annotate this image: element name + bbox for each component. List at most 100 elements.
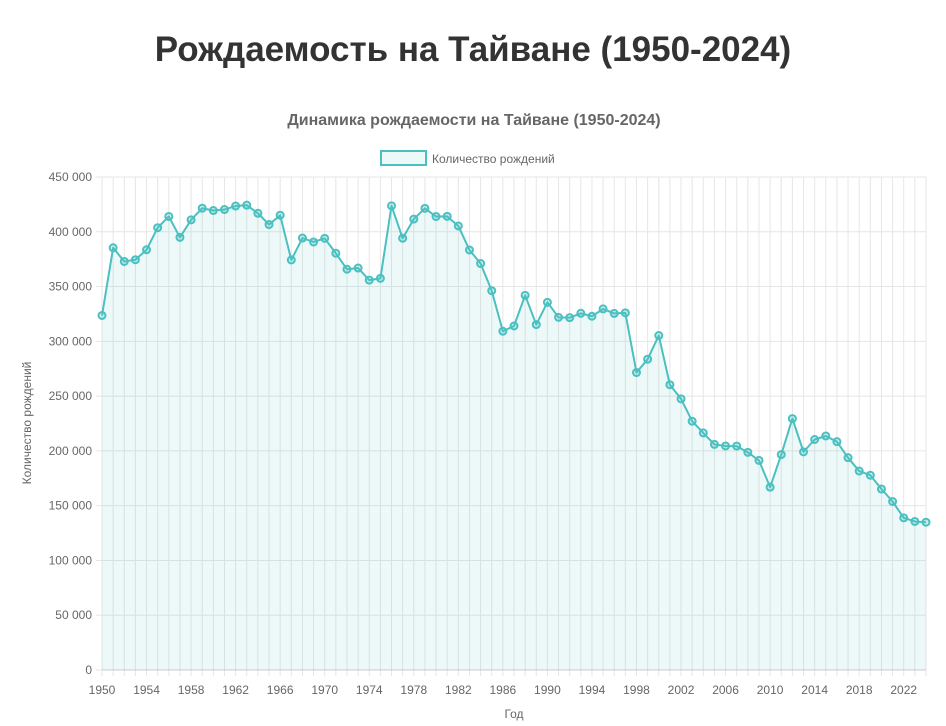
data-point[interactable] [787, 414, 797, 424]
y-tick-label: 250 000 [49, 389, 93, 403]
data-point[interactable] [565, 313, 575, 323]
data-point[interactable] [665, 380, 675, 390]
data-point[interactable] [876, 484, 886, 494]
data-point[interactable] [698, 428, 708, 438]
data-point[interactable] [754, 455, 764, 465]
data-point[interactable] [732, 441, 742, 451]
legend-label: Количество рождений [432, 152, 555, 166]
data-point[interactable] [899, 513, 909, 523]
data-point[interactable] [498, 326, 508, 336]
data-point[interactable] [130, 255, 140, 265]
data-point[interactable] [275, 210, 285, 220]
data-point[interactable] [598, 304, 608, 314]
data-point[interactable] [676, 394, 686, 404]
series-area [102, 205, 926, 670]
data-point[interactable] [654, 331, 664, 341]
data-point[interactable] [197, 203, 207, 213]
data-point[interactable] [242, 200, 252, 210]
data-point[interactable] [865, 470, 875, 480]
data-point[interactable] [309, 237, 319, 247]
data-point[interactable] [487, 286, 497, 296]
x-tick-label: 1998 [623, 683, 650, 697]
data-point[interactable] [620, 308, 630, 318]
data-point[interactable] [219, 205, 229, 215]
data-point[interactable] [721, 441, 731, 451]
data-point[interactable] [709, 439, 719, 449]
data-point[interactable] [464, 245, 474, 255]
x-tick-label: 1950 [89, 683, 116, 697]
data-point[interactable] [342, 264, 352, 274]
data-point[interactable] [375, 273, 385, 283]
data-point[interactable] [409, 214, 419, 224]
data-point[interactable] [175, 232, 185, 242]
data-point[interactable] [431, 212, 441, 222]
data-point[interactable] [142, 245, 152, 255]
data-point[interactable] [320, 233, 330, 243]
data-point[interactable] [264, 220, 274, 230]
data-point[interactable] [119, 256, 129, 266]
data-points [97, 200, 931, 527]
data-point[interactable] [631, 368, 641, 378]
data-point[interactable] [520, 290, 530, 300]
data-point[interactable] [587, 311, 597, 321]
x-axis-label: Год [504, 707, 523, 721]
x-gridlines [101, 177, 927, 676]
data-point[interactable] [799, 447, 809, 457]
data-point[interactable] [231, 201, 241, 211]
x-tick-label: 2006 [712, 683, 739, 697]
y-axis-ticks: 0 50 000 100 000 150 000 200 000 250 000 300 0… [49, 170, 93, 677]
data-point[interactable] [387, 201, 397, 211]
data-point[interactable] [186, 215, 196, 225]
data-point[interactable] [153, 223, 163, 233]
data-point[interactable] [765, 482, 775, 492]
data-point[interactable] [910, 516, 920, 526]
x-tick-label: 1966 [267, 683, 294, 697]
data-point[interactable] [253, 208, 263, 218]
x-tick-label: 1982 [445, 683, 472, 697]
data-point[interactable] [576, 308, 586, 318]
data-point[interactable] [810, 434, 820, 444]
data-point[interactable] [208, 206, 218, 216]
data-point[interactable] [854, 466, 864, 476]
data-point[interactable] [297, 233, 307, 243]
data-point[interactable] [398, 233, 408, 243]
data-point[interactable] [286, 255, 296, 265]
x-tick-label: 1994 [579, 683, 606, 697]
data-point[interactable] [531, 320, 541, 330]
data-point[interactable] [353, 263, 363, 273]
data-point[interactable] [888, 497, 898, 507]
y-tick-label: 50 000 [55, 608, 92, 622]
data-point[interactable] [420, 203, 430, 213]
data-point[interactable] [921, 517, 931, 527]
data-point[interactable] [453, 221, 463, 231]
y-tick-label: 150 000 [49, 499, 93, 513]
data-point[interactable] [832, 437, 842, 447]
data-point[interactable] [442, 211, 452, 221]
y-tick-label: 200 000 [49, 444, 93, 458]
data-point[interactable] [643, 354, 653, 364]
data-point[interactable] [554, 312, 564, 322]
legend[interactable]: Количество рождений [380, 150, 555, 166]
x-tick-label: 1958 [178, 683, 205, 697]
x-tick-label: 1978 [400, 683, 427, 697]
data-point[interactable] [509, 321, 519, 331]
y-tick-label: 300 000 [49, 334, 93, 348]
y-tick-label: 100 000 [49, 553, 93, 567]
data-point[interactable] [97, 310, 107, 320]
data-point[interactable] [108, 243, 118, 253]
data-point[interactable] [743, 447, 753, 457]
data-point[interactable] [821, 431, 831, 441]
data-point[interactable] [776, 450, 786, 460]
data-point[interactable] [364, 275, 374, 285]
data-point[interactable] [609, 308, 619, 318]
data-point[interactable] [164, 211, 174, 221]
legend-swatch [380, 150, 427, 166]
x-tick-label: 2010 [757, 683, 784, 697]
data-point[interactable] [542, 297, 552, 307]
data-point[interactable] [476, 259, 486, 269]
x-axis-ticks: 1950 1954 1958 1962 1966 1970 1974 1978 1982 1986… [89, 683, 918, 697]
data-point[interactable] [843, 453, 853, 463]
data-point[interactable] [331, 248, 341, 258]
data-point[interactable] [687, 416, 697, 426]
